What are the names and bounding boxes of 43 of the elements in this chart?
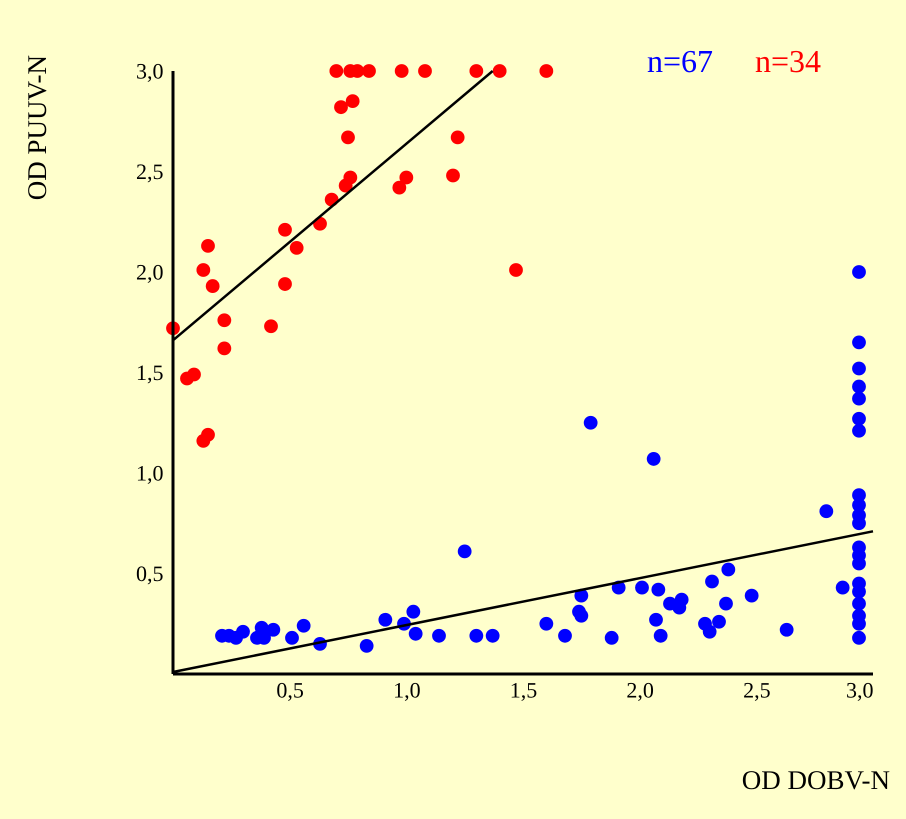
point (201, 238, 215, 253)
y-tick-label: 1,0 (136, 460, 164, 486)
point (201, 428, 215, 442)
point (399, 170, 414, 184)
point (278, 277, 292, 291)
y-tick-label: 1,5 (136, 360, 164, 385)
y-axis-title: OD PUUV-N (22, 55, 52, 200)
point (492, 64, 507, 78)
text: n=67 (647, 43, 714, 79)
point (392, 180, 406, 194)
point (346, 94, 360, 108)
point (450, 130, 465, 144)
point (446, 168, 460, 182)
point (206, 279, 220, 293)
point (394, 64, 409, 78)
x-tick-label: 3,0 (846, 678, 874, 702)
point (290, 241, 304, 255)
point (469, 64, 484, 78)
point (187, 368, 201, 382)
point (217, 342, 232, 356)
y-tick-label: 0,5 (136, 561, 164, 586)
point (196, 263, 210, 277)
text: n=34 (755, 43, 822, 79)
point (539, 64, 554, 78)
point (264, 319, 278, 334)
x-tick-label: 2,0 (626, 678, 654, 702)
point (329, 64, 344, 78)
point (334, 100, 348, 114)
point (341, 130, 355, 144)
x-tick-label: 1,0 (393, 678, 421, 702)
y-tick-label: 2,5 (136, 159, 164, 184)
y-tick-label: 2,0 (136, 260, 164, 284)
y-tick-label: 3,0 (136, 58, 164, 84)
point (362, 64, 376, 78)
x-tick-label: 2,5 (743, 678, 771, 702)
point (217, 313, 232, 328)
x-axis-title: OD DOBV-N (742, 765, 890, 795)
point (278, 222, 292, 237)
point (418, 64, 432, 78)
point (509, 263, 523, 277)
x-tick-label: 1,5 (510, 678, 538, 702)
x-tick-label: 0,5 (276, 678, 304, 702)
point (343, 170, 358, 184)
